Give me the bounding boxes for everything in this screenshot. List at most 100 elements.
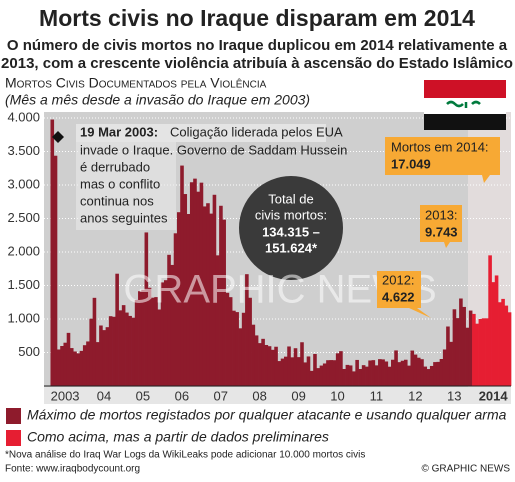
bar (82, 345, 87, 386)
x-axis-band (44, 387, 511, 404)
annotation-bg (76, 142, 176, 230)
bar (147, 287, 152, 386)
bar (433, 362, 437, 386)
bar (345, 364, 350, 386)
annotation: invade o Iraque. Governo de Saddam Husse… (80, 142, 347, 157)
x-tick-label: 2014 (479, 388, 509, 403)
bar (105, 327, 110, 386)
bar (154, 297, 158, 386)
bar (173, 233, 178, 386)
bar (313, 353, 317, 386)
bar (468, 310, 473, 386)
callout-value: 9.743 (425, 224, 458, 239)
bar (387, 366, 392, 386)
bar (429, 365, 434, 386)
y-tick-label: 2.500 (7, 210, 40, 225)
callout-label: 2012: (382, 272, 415, 287)
footnote: *Nova análise do Iraq War Logs da WikiLe… (5, 450, 365, 461)
x-tick-label: 2003 (51, 388, 80, 403)
bar (293, 348, 298, 386)
callout-box (377, 271, 431, 318)
bar (167, 254, 171, 386)
bar (186, 214, 191, 386)
callout-label: Mortos em 2014: (391, 139, 489, 154)
bar (95, 342, 100, 386)
bar (439, 358, 444, 386)
bar (478, 319, 483, 386)
bar (413, 354, 418, 386)
annotation: é derrubado (80, 159, 150, 174)
bar (228, 297, 233, 386)
bar (322, 363, 327, 386)
annotation-bg (76, 124, 326, 142)
bar (121, 305, 126, 386)
x-tick-label: 12 (408, 388, 422, 403)
bar (50, 119, 55, 386)
bar (189, 182, 194, 386)
callout-box (385, 137, 500, 183)
chart-subtitle: (Mês a mês desde a invasão do Iraque em … (5, 92, 310, 108)
bar (277, 361, 282, 386)
bar (507, 312, 512, 386)
bar (472, 313, 476, 386)
legend-label: Como acima, mas a partir de dados prelim… (27, 429, 329, 445)
bar (180, 165, 184, 386)
bar (112, 316, 116, 386)
total-value: 151.624* (265, 240, 318, 255)
bar (416, 357, 421, 386)
bar (442, 349, 447, 386)
x-tick-label: 10 (330, 388, 344, 403)
bar (163, 280, 168, 386)
credit: © GRAPHIC NEWS (422, 464, 511, 475)
bar (488, 255, 492, 386)
callout-label: 2013: (425, 207, 458, 222)
bar (53, 155, 58, 386)
bar (319, 365, 324, 386)
bar (332, 360, 337, 386)
annotation: continua nos (80, 193, 154, 208)
y-tick-label: 3.000 (7, 176, 40, 191)
bar (215, 255, 220, 386)
bar (455, 318, 460, 386)
bar (446, 326, 450, 386)
bar (209, 213, 213, 386)
bar (138, 291, 142, 386)
bar (420, 359, 424, 386)
bar (335, 353, 340, 386)
bar (283, 356, 288, 386)
bar (238, 328, 243, 386)
bar (232, 310, 236, 386)
source: Fonte: www.iraqbodycount.org (5, 464, 140, 475)
x-tick-label: 04 (97, 388, 111, 403)
bar (212, 194, 217, 386)
bar (459, 298, 463, 386)
bar (280, 358, 285, 386)
total-value: 134.315 – (262, 224, 320, 239)
bar (339, 351, 343, 386)
legend-swatch (6, 408, 21, 424)
bar (290, 357, 295, 386)
bar (287, 346, 291, 386)
bar (206, 203, 210, 386)
callout-value: 17.049 (391, 156, 431, 171)
bar (475, 323, 479, 386)
y-tick-label: 2.000 (7, 243, 40, 258)
bar (176, 212, 181, 386)
bar (235, 312, 239, 386)
bar (222, 219, 226, 386)
bar (258, 343, 262, 386)
bar (108, 316, 113, 386)
bar (501, 298, 505, 386)
bar (267, 346, 272, 386)
x-tick-label: 11 (370, 388, 384, 403)
bar (251, 324, 256, 386)
callout-box (420, 205, 462, 248)
bar (196, 191, 201, 386)
bar (225, 292, 230, 386)
bar (452, 309, 457, 386)
bar (306, 356, 311, 386)
bar (355, 359, 359, 386)
x-tick-label: 08 (252, 388, 266, 403)
bar (465, 327, 470, 386)
bar (141, 289, 145, 386)
